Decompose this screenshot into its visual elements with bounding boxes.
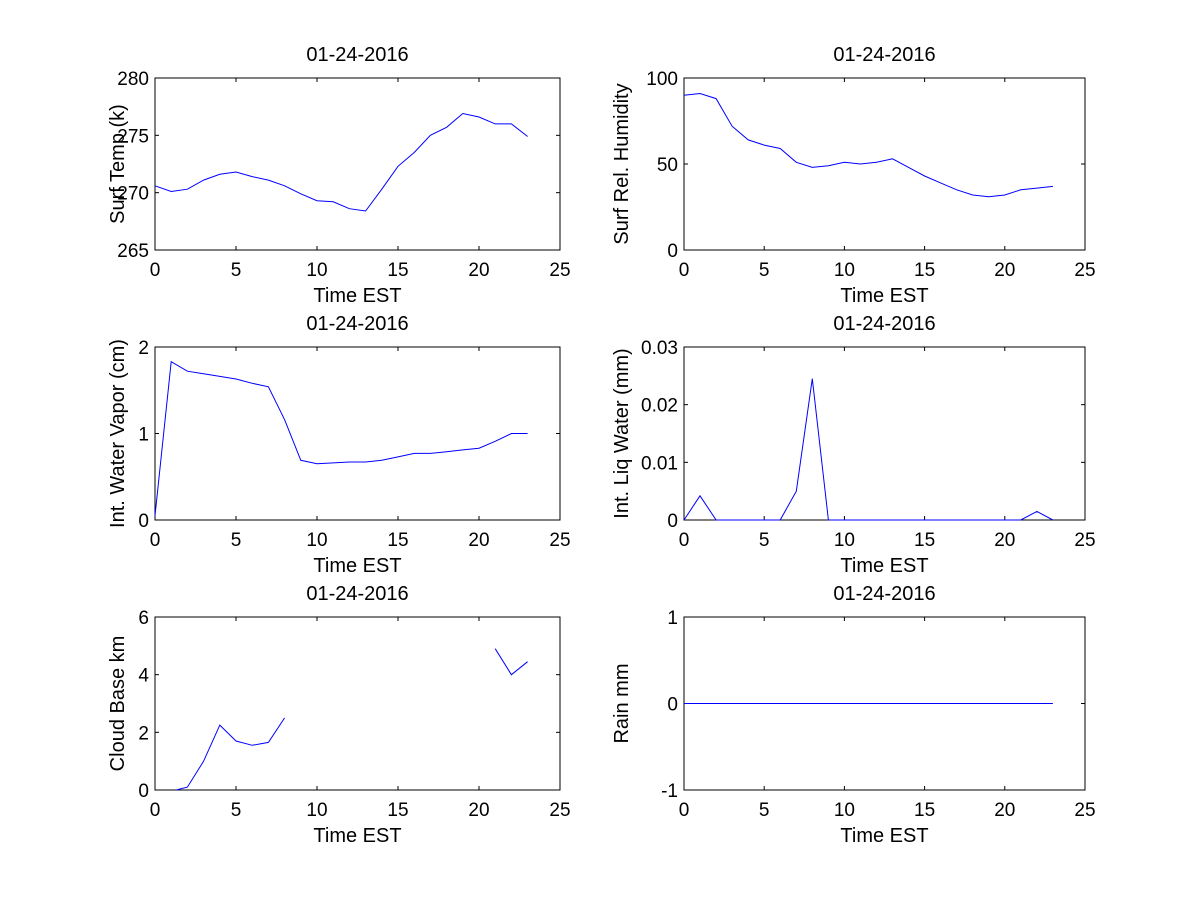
x-tick-label: 10 <box>834 530 855 551</box>
series-line <box>683 378 1054 521</box>
chart-title: 01-24-2016 <box>306 44 408 66</box>
x-tick-label: 20 <box>994 800 1015 821</box>
y-tick-label: 0.01 <box>641 453 678 474</box>
x-tick-label: 5 <box>759 530 770 551</box>
y-tick-label: 2 <box>138 723 149 744</box>
y-axis-label: Surf Rel. Humidity <box>611 83 633 244</box>
x-tick-label: 10 <box>834 260 855 281</box>
subplot-liq-water: 0 5 10 15 20 25 0 0.01 0.02 0.03 01-24-2016 Time ES… <box>611 313 1096 577</box>
y-tick-label: 270 <box>117 184 149 205</box>
x-tick-label: 20 <box>468 530 489 551</box>
x-tick-label: 15 <box>914 800 935 821</box>
y-tick-label: 0 <box>667 241 678 262</box>
chart-title: 01-24-2016 <box>306 583 408 605</box>
x-tick-label: 10 <box>306 260 327 281</box>
x-tick-label: 15 <box>914 260 935 281</box>
x-tick-label: 0 <box>150 530 161 551</box>
x-tick-label: 10 <box>306 800 327 821</box>
x-tick-label: 10 <box>834 800 855 821</box>
subplot-water-vapor: 0 5 10 15 20 25 0 1 2 01-24-2016 Time EST Int. Wate… <box>107 313 571 577</box>
y-axis-label: Int. Liq Water (mm) <box>611 348 633 518</box>
chart-title: 01-24-2016 <box>833 583 935 605</box>
x-tick-label: 0 <box>150 260 161 281</box>
x-tick-label: 15 <box>914 530 935 551</box>
y-tick-label: -1 <box>661 781 678 802</box>
subplot-surf-temp: 0 5 10 15 20 25 265 270 275 280 01-24-2016 Time EST… <box>107 44 571 307</box>
series-line <box>494 648 528 676</box>
y-tick-label: 0.02 <box>641 396 678 417</box>
y-tick-label: 0 <box>138 781 149 802</box>
series-line <box>154 112 528 212</box>
x-tick-label: 25 <box>549 260 570 281</box>
axes-frame <box>154 616 561 791</box>
x-axis-label: Time EST <box>313 285 401 307</box>
x-tick-label: 10 <box>306 530 327 551</box>
x-axis-label: Time EST <box>313 555 401 577</box>
x-axis-label: Time EST <box>840 555 928 577</box>
y-tick-label: 265 <box>117 241 149 262</box>
x-tick-label: 25 <box>1074 800 1095 821</box>
series-line <box>175 717 286 791</box>
x-tick-label: 25 <box>1074 530 1095 551</box>
y-tick-label: 280 <box>117 69 149 90</box>
y-tick-label: 1 <box>138 425 149 446</box>
x-axis-label: Time EST <box>840 825 928 847</box>
y-tick-label: 6 <box>138 608 149 629</box>
y-axis-label: Surf Temp (k) <box>107 104 129 224</box>
subplot-surf-rh: 0 5 10 15 20 25 0 50 100 01-24-2016 Time EST Surf R… <box>611 44 1096 307</box>
y-axis-label: Rain mm <box>611 663 633 743</box>
x-tick-label: 20 <box>468 260 489 281</box>
x-tick-label: 15 <box>387 530 408 551</box>
x-tick-label: 5 <box>759 260 770 281</box>
y-tick-label: 2 <box>138 338 149 359</box>
x-tick-label: 15 <box>387 260 408 281</box>
y-tick-label: 0 <box>667 695 678 716</box>
chart-title: 01-24-2016 <box>833 313 935 335</box>
y-tick-label: 0 <box>667 511 678 532</box>
y-tick-label: 1 <box>667 608 678 629</box>
y-axis-label: Int. Water Vapor (cm) <box>107 339 129 528</box>
x-tick-label: 0 <box>679 800 690 821</box>
x-tick-label: 5 <box>231 800 242 821</box>
x-axis-label: Time EST <box>313 825 401 847</box>
y-tick-label: 0.03 <box>641 338 678 359</box>
y-tick-label: 100 <box>646 69 678 90</box>
series-line <box>683 92 1053 198</box>
y-axis-label: Cloud Base km <box>107 636 129 772</box>
y-tick-label: 0 <box>138 511 149 532</box>
x-tick-label: 25 <box>549 530 570 551</box>
x-tick-label: 0 <box>679 530 690 551</box>
x-tick-label: 5 <box>231 530 242 551</box>
series-line <box>154 360 528 516</box>
chart-title: 01-24-2016 <box>306 313 408 335</box>
axes-frame <box>154 77 561 251</box>
x-tick-label: 25 <box>549 800 570 821</box>
x-tick-label: 20 <box>468 800 489 821</box>
x-tick-label: 20 <box>994 530 1015 551</box>
x-tick-label: 0 <box>679 260 690 281</box>
y-tick-label: 50 <box>657 155 678 176</box>
x-axis-label: Time EST <box>840 285 928 307</box>
x-tick-label: 20 <box>994 260 1015 281</box>
y-tick-label: 275 <box>117 126 149 147</box>
x-tick-label: 5 <box>231 260 242 281</box>
x-tick-label: 25 <box>1074 260 1095 281</box>
x-tick-label: 15 <box>387 800 408 821</box>
subplot-cloud-base: 0 5 10 15 20 25 0 2 4 6 01-24-2016 Time EST Cloud Ba… <box>107 583 571 847</box>
x-tick-label: 5 <box>759 800 770 821</box>
y-tick-label: 4 <box>138 666 149 687</box>
x-tick-label: 0 <box>150 800 161 821</box>
chart-title: 01-24-2016 <box>833 44 935 66</box>
